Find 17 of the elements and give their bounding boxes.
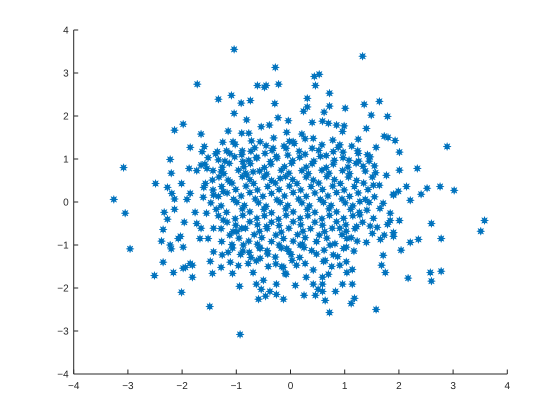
y-tick-label: 0 — [63, 198, 70, 208]
y-tick-label: −2 — [57, 284, 70, 294]
x-tick-label: 0 — [288, 381, 294, 392]
x-tick-label: 2 — [396, 381, 402, 392]
y-tick-label: 1 — [63, 154, 70, 166]
x-tick-label: 4 — [504, 381, 511, 392]
y-tick-label: −1 — [57, 240, 70, 252]
y-tick-label: −4 — [57, 370, 70, 380]
y-tick-label: 3 — [63, 68, 70, 80]
x-tick-label: 3 — [450, 381, 456, 392]
x-tick-label: −2 — [176, 381, 188, 392]
x-tick-label: −1 — [230, 381, 242, 392]
x-tick-label: 1 — [342, 381, 348, 392]
y-tick-label: 2 — [63, 112, 70, 122]
y-tick-label: −3 — [57, 326, 70, 338]
y-tick-label: 4 — [63, 26, 70, 36]
x-tick-label: −3 — [122, 381, 134, 392]
